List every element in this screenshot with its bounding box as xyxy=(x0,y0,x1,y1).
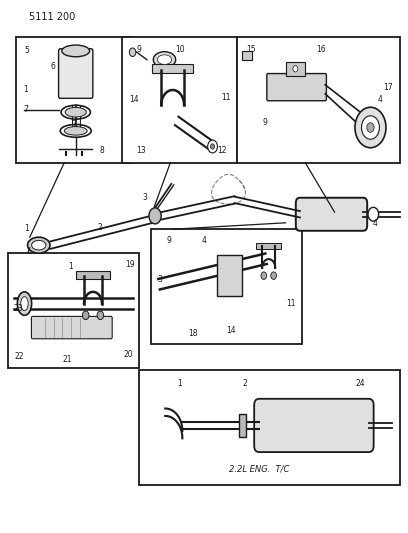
Text: 15: 15 xyxy=(246,45,256,53)
Text: 11: 11 xyxy=(222,93,231,102)
Text: 2.2L ENG.  T/C: 2.2L ENG. T/C xyxy=(228,465,289,473)
Text: 2: 2 xyxy=(242,379,247,388)
Bar xyxy=(151,229,302,344)
Text: 9: 9 xyxy=(263,118,268,127)
Text: 22: 22 xyxy=(15,352,24,360)
Text: 18: 18 xyxy=(188,329,198,337)
Text: 7: 7 xyxy=(71,120,76,130)
FancyBboxPatch shape xyxy=(254,399,374,452)
Text: 1: 1 xyxy=(69,262,73,271)
Ellipse shape xyxy=(61,106,91,119)
Text: 11: 11 xyxy=(286,299,295,308)
Text: 1: 1 xyxy=(177,379,182,388)
Bar xyxy=(242,51,252,60)
Text: 2: 2 xyxy=(98,223,102,231)
Text: 23: 23 xyxy=(13,304,23,313)
Text: 9: 9 xyxy=(136,45,141,53)
Bar xyxy=(217,255,242,296)
Text: 3: 3 xyxy=(142,193,147,201)
Circle shape xyxy=(368,207,379,221)
Circle shape xyxy=(149,208,161,224)
Bar xyxy=(152,64,193,73)
Text: 5: 5 xyxy=(24,46,29,55)
Text: 20: 20 xyxy=(124,350,133,359)
Text: 7: 7 xyxy=(23,106,28,115)
Text: 4: 4 xyxy=(378,95,383,104)
Bar xyxy=(122,37,237,163)
Text: 5111 200: 5111 200 xyxy=(29,12,75,22)
Text: 3: 3 xyxy=(157,275,162,284)
Ellipse shape xyxy=(65,108,86,117)
Text: 13: 13 xyxy=(136,147,146,155)
Bar xyxy=(76,271,110,279)
Ellipse shape xyxy=(157,55,172,64)
Text: 1: 1 xyxy=(24,224,29,232)
Text: 19: 19 xyxy=(125,261,135,269)
FancyBboxPatch shape xyxy=(31,317,112,339)
Text: 17: 17 xyxy=(384,83,393,92)
FancyBboxPatch shape xyxy=(59,49,93,99)
Bar xyxy=(8,253,139,368)
Bar xyxy=(16,37,131,163)
Text: 1: 1 xyxy=(23,85,28,94)
Text: 8: 8 xyxy=(100,146,104,155)
Ellipse shape xyxy=(27,237,50,253)
Circle shape xyxy=(361,116,379,139)
Text: 4: 4 xyxy=(373,220,378,228)
Circle shape xyxy=(355,107,386,148)
Bar xyxy=(239,414,246,437)
Bar xyxy=(237,37,400,163)
Ellipse shape xyxy=(32,240,46,250)
Text: 16: 16 xyxy=(317,45,326,53)
Bar xyxy=(257,243,281,249)
Circle shape xyxy=(129,48,136,56)
Circle shape xyxy=(211,144,215,149)
Ellipse shape xyxy=(21,297,28,311)
Bar xyxy=(286,62,305,76)
Circle shape xyxy=(261,272,267,279)
Bar xyxy=(139,370,400,485)
Text: 14: 14 xyxy=(129,95,139,104)
Text: 14: 14 xyxy=(226,326,236,335)
Circle shape xyxy=(97,311,104,320)
Circle shape xyxy=(208,140,217,153)
Text: 6: 6 xyxy=(51,62,55,71)
Ellipse shape xyxy=(62,45,90,57)
Circle shape xyxy=(293,66,298,72)
FancyBboxPatch shape xyxy=(267,74,326,101)
Text: 10: 10 xyxy=(175,45,184,53)
Circle shape xyxy=(271,272,277,279)
FancyBboxPatch shape xyxy=(296,198,367,231)
Ellipse shape xyxy=(64,127,87,135)
Text: 21: 21 xyxy=(62,355,72,364)
Circle shape xyxy=(367,123,374,132)
Text: 4: 4 xyxy=(202,237,206,245)
Ellipse shape xyxy=(153,52,176,68)
Text: 9: 9 xyxy=(167,237,172,245)
Circle shape xyxy=(82,311,89,320)
Text: 12: 12 xyxy=(217,147,227,155)
Ellipse shape xyxy=(17,292,32,316)
Text: 24: 24 xyxy=(356,379,366,388)
Ellipse shape xyxy=(60,125,91,138)
